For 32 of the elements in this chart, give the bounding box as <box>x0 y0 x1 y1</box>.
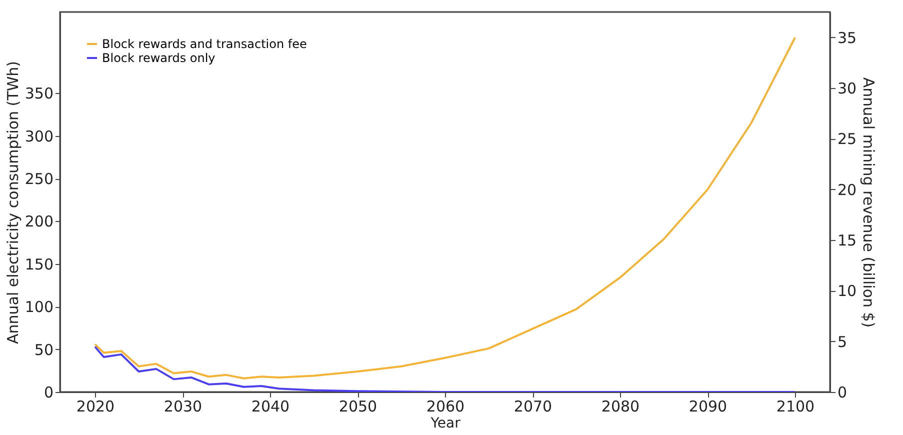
y2-tick-label: 10 <box>838 282 857 300</box>
y2-tick-label: 0 <box>838 384 848 402</box>
x-tick-label: 2090 <box>688 398 728 416</box>
y-tick-label: 100 <box>24 298 54 316</box>
y-axis-title: Annual electricity consumption (TWh) <box>4 60 22 344</box>
line-series <box>94 346 796 392</box>
x-tick-label: 2080 <box>601 398 640 416</box>
y-tick-label: 50 <box>34 340 54 359</box>
x-axis-title: Year <box>430 416 461 432</box>
x-tick-label: 2100 <box>776 398 815 416</box>
y2-axis-title: Annual mining revenue (billion $) <box>860 77 878 328</box>
x-tick-label: 2040 <box>251 398 290 416</box>
y-tick-label: 300 <box>24 127 54 146</box>
y-tick-label: 150 <box>24 255 54 274</box>
y-tick-label: 0 <box>44 384 54 402</box>
y2-tick-label: 30 <box>838 80 857 98</box>
y-tick-label: 250 <box>24 170 54 188</box>
x-tick-label: 2070 <box>514 398 552 416</box>
y2-tick-label: 20 <box>838 180 857 199</box>
line-series <box>94 36 796 380</box>
y2-tick-label: 25 <box>838 130 857 148</box>
x-tick-label: 2030 <box>164 398 202 416</box>
x-tick-label: 2050 <box>338 398 378 416</box>
x-tick-label: 2060 <box>426 398 465 416</box>
y-tick-label: 350 <box>24 84 54 103</box>
y-tick-label: 200 <box>24 212 54 231</box>
legend-label: Block rewards and transaction fee <box>102 37 307 51</box>
legend-label: Block rewards only <box>102 51 216 65</box>
y2-tick-label: 5 <box>838 332 848 351</box>
y2-tick-label: 35 <box>838 28 857 47</box>
x-tick-label: 2020 <box>76 398 115 416</box>
y2-tick-label: 15 <box>838 232 857 250</box>
